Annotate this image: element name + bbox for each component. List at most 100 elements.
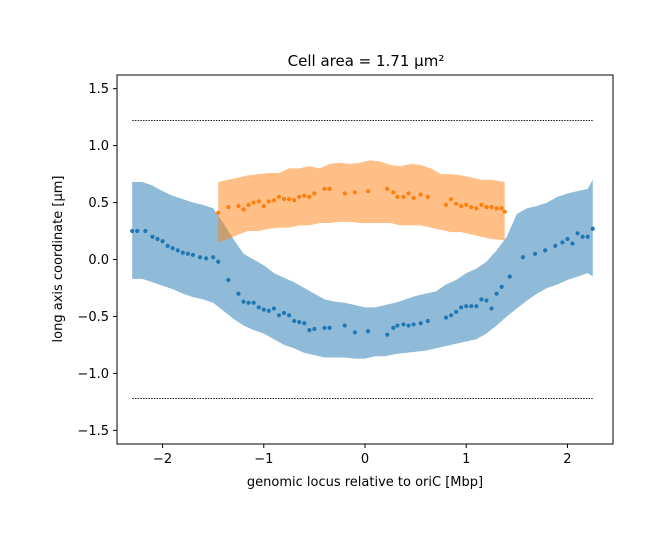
series-1-point <box>575 231 580 236</box>
series-1-point <box>266 308 271 313</box>
series-1-point <box>484 298 489 303</box>
series-1-point <box>499 284 504 289</box>
y-tick-label: 1.0 <box>88 139 109 154</box>
series-1-point <box>543 248 548 253</box>
series-2-point <box>276 194 282 199</box>
series-1-point <box>292 318 297 324</box>
series-2-point <box>406 191 411 196</box>
series-2-point <box>342 191 347 196</box>
series-2-point <box>448 197 454 202</box>
series-1-point <box>281 310 287 316</box>
series-1-point <box>185 251 190 256</box>
series-1-point <box>448 313 454 318</box>
series-1-point <box>553 243 558 248</box>
series-1-point <box>385 332 390 337</box>
series-2-point <box>246 202 251 207</box>
series-2-point <box>502 209 507 214</box>
x-axis: −2 −1 0 1 2 <box>153 444 572 467</box>
series-1-point <box>246 300 251 305</box>
x-tick-label: 1 <box>462 452 470 467</box>
series-2-point <box>401 194 406 199</box>
series-1-point <box>342 323 347 328</box>
series-2-point <box>494 206 499 211</box>
series-1-point <box>352 330 357 335</box>
series-2-point <box>464 202 469 207</box>
x-axis-label: genomic locus relative to oriC [Mbp] <box>247 475 483 490</box>
series-1-point <box>479 297 484 302</box>
series-1-point <box>261 307 266 312</box>
series-1-point <box>507 274 512 279</box>
chart-title: Cell area = 1.71 μm² <box>288 52 445 70</box>
series-2-point <box>256 199 261 204</box>
series-2-point <box>474 206 479 211</box>
x-tick-label: −2 <box>153 452 172 467</box>
series-2-point <box>327 186 332 191</box>
series-1-point <box>312 326 317 332</box>
series-2-point <box>365 189 371 194</box>
series-1-point <box>286 313 292 318</box>
series-1-point <box>211 255 216 260</box>
series-1-point <box>135 228 140 234</box>
series-1-point <box>401 322 406 327</box>
series-1-point <box>302 321 307 326</box>
x-tick-label: −1 <box>254 452 273 467</box>
series-2-point <box>307 194 312 199</box>
series-2-point <box>454 201 459 206</box>
series-1-point <box>418 321 423 326</box>
series-2-point <box>271 198 276 203</box>
series-1-point <box>585 234 590 239</box>
y-tick-label: −1.0 <box>77 367 109 382</box>
y-tick-label: −0.5 <box>77 310 109 325</box>
series-1-point <box>175 248 180 253</box>
series-1-point <box>489 306 494 311</box>
series-1-point <box>297 320 302 325</box>
series-2-point <box>322 186 327 191</box>
series-1-point <box>130 228 135 234</box>
series-2-point <box>241 207 246 212</box>
series-2-point <box>312 191 317 196</box>
y-axis: −1.5 −1.0 −0.5 0.0 0.5 1.0 1.5 <box>77 82 117 439</box>
series-1-point <box>520 255 526 260</box>
series-2-point <box>411 195 416 201</box>
series-1-point <box>160 239 165 244</box>
series-1-point <box>307 328 312 333</box>
y-tick-label: 0.0 <box>88 253 109 268</box>
series-1-point <box>590 226 595 231</box>
series-1-point <box>560 240 565 245</box>
series-2-point <box>395 194 400 199</box>
y-tick-label: −1.5 <box>77 424 109 439</box>
series-2-band <box>218 160 505 243</box>
series-1-point <box>322 325 327 330</box>
y-tick-label: 1.5 <box>88 82 109 97</box>
series-2-point <box>226 205 231 210</box>
series-1-point <box>565 236 570 242</box>
series-1-point <box>443 315 449 320</box>
plot-area <box>130 120 595 399</box>
series-2-point <box>251 200 256 205</box>
series-1-point <box>150 234 155 239</box>
series-2-point <box>286 197 292 202</box>
series-1-point <box>459 305 464 310</box>
series-2-point <box>443 202 449 207</box>
series-1-point <box>276 313 282 318</box>
series-1-point <box>180 250 185 255</box>
series-1-point <box>226 277 231 283</box>
series-1-point <box>256 305 261 310</box>
series-2-point <box>261 203 266 209</box>
series-1-point <box>365 329 371 334</box>
series-1-point <box>170 246 175 251</box>
series-2-point <box>302 193 307 198</box>
series-1-point <box>251 300 256 305</box>
series-2-point <box>352 190 357 195</box>
series-1-point <box>469 304 474 309</box>
x-tick-label: 0 <box>361 452 369 467</box>
series-2-point <box>489 205 494 210</box>
x-tick-label: 2 <box>563 452 571 467</box>
series-1-point <box>236 291 241 296</box>
series-2-point <box>281 197 287 202</box>
y-tick-label: 0.5 <box>88 196 109 211</box>
series-1-point <box>143 228 148 234</box>
series-1-point <box>580 234 585 239</box>
series-1-point <box>203 256 209 261</box>
